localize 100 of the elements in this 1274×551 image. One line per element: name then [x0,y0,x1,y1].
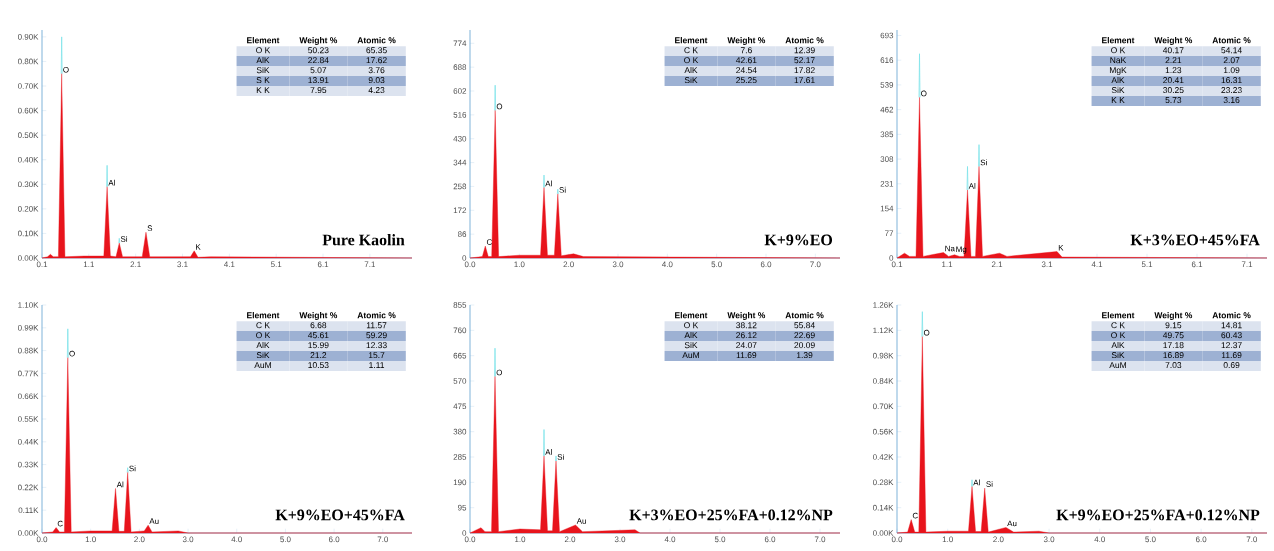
annotation: 0.69 [1223,362,1240,369]
annotation: SiK [1111,86,1125,94]
annotation: 13.91 [308,77,329,84]
annotation: 17.62 [366,57,387,64]
annotation: S K [256,77,270,84]
annotation: 38.12 [736,322,757,329]
annotation: 40.17 [1162,47,1184,54]
annotation: O K [684,322,699,329]
annotation: Weight % [299,312,338,320]
annotation: 4.23 [368,87,385,94]
annotation: Atomic % [357,37,396,44]
annotation: 7.6 [740,47,752,54]
text: Pure Kaolin [322,234,405,246]
annotation: Weight % [299,37,338,45]
text: K+9%EO+25%FA+0.12%NP [1056,509,1260,521]
annotation: 22.84 [308,57,329,64]
annotation: 12.37 [1221,342,1242,349]
annotation: 17.61 [794,77,815,84]
annotation: Atomic % [357,312,396,319]
annotation: 17.82 [794,67,815,74]
annotation: MgK [1109,67,1127,75]
annotation: 42.61 [735,57,757,64]
annotation: 22.69 [794,332,815,339]
annotation: AuM [1109,362,1126,369]
annotation: AlK [256,56,270,64]
annotation: Element [675,37,708,44]
annotation: NaK [1110,57,1127,64]
text: K+9%EO [764,234,833,246]
annotation: 24.07 [736,342,757,349]
annotation: O K [256,332,271,339]
annotation: C K [256,322,270,329]
annotation: 9.03 [368,77,385,84]
annotation: 24.54 [736,67,757,74]
annotation: 2.21 [1165,57,1182,64]
annotation: O K [256,47,271,54]
annotation: 15.99 [308,342,329,349]
annotation: AuM [682,352,699,359]
annotation: 2.07 [1223,57,1240,64]
annotation: AlK [684,331,698,339]
annotation: 52.17 [794,57,815,64]
annotation: 20.09 [794,342,815,349]
annotation: 16.89 [1163,352,1184,359]
annotation: K K [1111,97,1125,103]
annotation: 5.07 [310,67,327,74]
annotation: K K [256,87,270,93]
annotation: 16.31 [1221,77,1242,84]
annotation: Element [247,312,280,319]
annotation: 17.18 [1163,342,1184,349]
annotation: 21.2 [310,352,327,359]
annotation: AlK [1111,341,1125,349]
annotation: 9.15 [1165,322,1182,329]
annotation: 23.23 [1221,87,1242,94]
annotation: 1.11 [369,362,385,368]
annotation: 54.14 [1221,47,1242,54]
annotation: 1.23 [1165,67,1182,74]
annotation: 26.12 [736,332,757,339]
annotation: AuM [254,362,271,369]
annotation: 5.73 [1165,97,1182,104]
annotation: SiK [684,341,698,349]
annotation: 3.76 [368,67,385,74]
annotation: 12.39 [794,47,815,54]
annotation: 30.25 [1163,87,1184,94]
annotation: 20.41 [1163,77,1184,84]
annotation: AlK [1111,76,1125,84]
annotation: Weight % [727,37,766,45]
annotation: Weight % [1154,312,1193,320]
annotation: Element [1102,37,1135,44]
annotation: Weight % [1154,37,1193,45]
annotation: 6.68 [310,322,327,329]
annotation: Atomic % [785,37,824,44]
annotation: 59.29 [366,332,387,339]
annotation: 11.69 [1221,352,1242,359]
annotation: 60.43 [1221,332,1242,339]
annotation: AlK [684,66,698,74]
annotation: Element [247,37,280,44]
annotation: 1.39 [796,352,813,359]
annotation: C K [1111,322,1125,329]
annotation: Weight % [727,312,766,320]
annotation: 65.35 [366,47,387,54]
annotation: 7.03 [1165,362,1182,369]
annotation: Element [1102,312,1135,319]
annotation: Atomic % [1212,37,1251,44]
annotation: C K [684,47,698,54]
annotation: 25.25 [736,77,757,84]
annotation: SiK [256,66,270,74]
annotation: O K [684,57,699,64]
annotation: 11.69 [736,352,757,359]
annotation: Atomic % [1212,312,1251,319]
annotation: 12.33 [366,342,387,349]
annotation: 55.84 [794,322,815,329]
annotation: SiK [1111,351,1125,359]
annotation: 11.57 [366,322,387,329]
annotation: SiK [256,351,270,359]
annotation: Element [675,312,708,319]
annotation: 1.09 [1223,67,1240,74]
annotation: O K [1111,332,1126,339]
annotation: 14.81 [1221,322,1242,329]
annotation: 15.7 [368,352,385,359]
annotation: Atomic % [785,312,824,319]
annotation: 50.23 [308,47,329,54]
